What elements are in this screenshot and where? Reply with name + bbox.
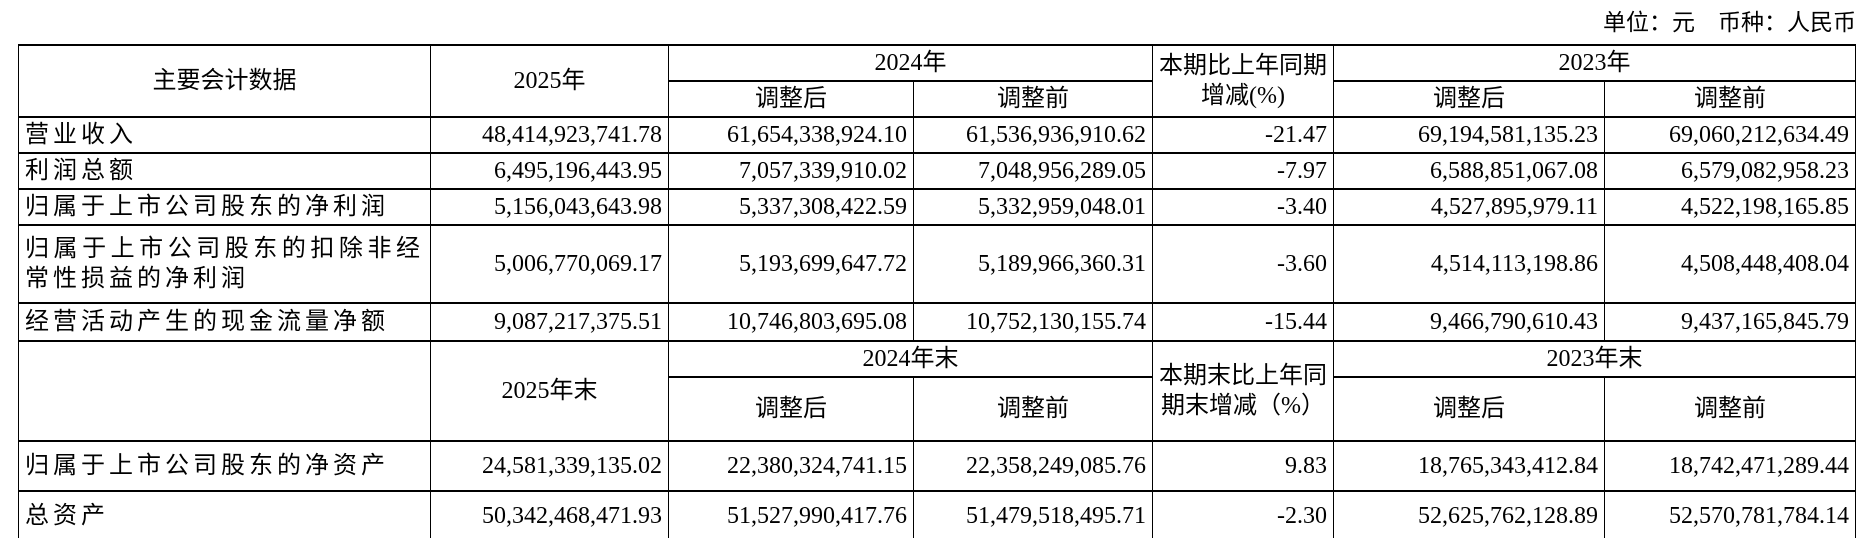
cell-2023-pre: 9,437,165,845.79 — [1604, 301, 1856, 342]
cell-2023-adj: 4,527,895,979.11 — [1333, 187, 1605, 226]
cell-2024-end-pre: 22,358,249,085.76 — [913, 439, 1153, 492]
table-row-net-assets: 归属于上市公司股东的净资产 24,581,339,135.02 22,380,3… — [18, 439, 1856, 492]
cell-2023-adj: 6,588,851,067.08 — [1333, 151, 1605, 190]
header-2024-adjusted-before: 调整前 — [913, 79, 1153, 118]
header-2023-end-adjusted-after: 调整后 — [1333, 375, 1605, 442]
cell-2025: 5,156,043,643.98 — [430, 187, 669, 226]
header-2023-end: 2023年末 — [1333, 339, 1856, 378]
cell-2023-pre: 69,060,212,634.49 — [1604, 115, 1856, 154]
row-label: 营业收入 — [18, 115, 431, 154]
table-row-net-profit-excl-nonrecurring: 归属于上市公司股东的扣除非经常性损益的净利润 5,006,770,069.17 … — [18, 223, 1856, 304]
cell-change: -15.44 — [1152, 301, 1334, 342]
cell-end-change: -2.30 — [1152, 489, 1334, 538]
header-2024: 2024年 — [668, 43, 1153, 82]
table-row-net-profit: 归属于上市公司股东的净利润 5,156,043,643.98 5,337,308… — [18, 187, 1856, 226]
cell-2023-end-adj: 18,765,343,412.84 — [1333, 439, 1605, 492]
cell-2023-end-pre: 18,742,471,289.44 — [1604, 439, 1856, 492]
key-accounting-data-table: 主要会计数据 2025年 2024年 本期比上年同期增减(%) 2023年 调整… — [18, 43, 1856, 538]
period-end-header-row-2: 调整后 调整前 调整后 调整前 — [19, 375, 1856, 442]
header-main-label: 主要会计数据 — [18, 43, 431, 118]
row-label: 归属于上市公司股东的净资产 — [18, 439, 431, 492]
cell-2025-end: 24,581,339,135.02 — [430, 439, 669, 492]
cell-change: -21.47 — [1152, 115, 1334, 154]
cell-2024-pre: 5,332,959,048.01 — [913, 187, 1153, 226]
row-label: 经营活动产生的现金流量净额 — [18, 301, 431, 342]
cell-2025: 5,006,770,069.17 — [430, 223, 669, 304]
cell-2023-pre: 4,522,198,165.85 — [1604, 187, 1856, 226]
row-label: 归属于上市公司股东的净利润 — [18, 187, 431, 226]
cell-2023-adj: 69,194,581,135.23 — [1333, 115, 1605, 154]
cell-2024-adj: 7,057,339,910.02 — [668, 151, 914, 190]
cell-2025-end: 50,342,468,471.93 — [430, 489, 669, 538]
cell-2023-end-adj: 52,625,762,128.89 — [1333, 489, 1605, 538]
header-2024-end: 2024年末 — [668, 339, 1153, 378]
table-row-revenue: 营业收入 48,414,923,741.78 61,654,338,924.10… — [18, 115, 1856, 154]
header-blank — [18, 339, 431, 442]
table-row-operating-cash-flow: 经营活动产生的现金流量净额 9,087,217,375.51 10,746,80… — [18, 301, 1856, 342]
cell-change: -7.97 — [1152, 151, 1334, 190]
cell-2024-end-pre: 51,479,518,495.71 — [913, 489, 1153, 538]
cell-2023-adj: 4,514,113,198.86 — [1333, 223, 1605, 304]
header-2025-end: 2025年末 — [430, 339, 669, 442]
row-label: 归属于上市公司股东的扣除非经常性损益的净利润 — [18, 223, 431, 304]
cell-2023-pre: 4,508,448,408.04 — [1604, 223, 1856, 304]
cell-2024-pre: 5,189,966,360.31 — [913, 223, 1153, 304]
header-2024-end-adjusted-before: 调整前 — [913, 375, 1153, 442]
period-end-header-row-1: 2025年末 2024年末 本期末比上年同期末增减（%） 2023年末 — [18, 339, 1856, 442]
cell-2024-adj: 61,654,338,924.10 — [668, 115, 914, 154]
cell-2023-adj: 9,466,790,610.43 — [1333, 301, 1605, 342]
unit-currency-note: 单位：元 币种：人民币 — [1603, 10, 1856, 35]
row-label: 利润总额 — [18, 151, 431, 190]
header-2023-adjusted-before: 调整前 — [1604, 79, 1856, 118]
header-period-change: 本期比上年同期增减(%) — [1152, 43, 1334, 118]
header-2023: 2023年 — [1333, 43, 1856, 82]
period-header-row-1: 主要会计数据 2025年 2024年 本期比上年同期增减(%) 2023年 — [18, 43, 1856, 118]
cell-change: -3.40 — [1152, 187, 1334, 226]
cell-2023-end-pre: 52,570,781,784.14 — [1604, 489, 1856, 538]
header-period-end-change: 本期末比上年同期末增减（%） — [1152, 339, 1334, 442]
header-2025: 2025年 — [430, 43, 669, 118]
cell-2025: 48,414,923,741.78 — [430, 115, 669, 154]
cell-2024-end-adj: 51,527,990,417.76 — [668, 489, 914, 538]
cell-2025: 9,087,217,375.51 — [430, 301, 669, 342]
cell-2024-pre: 61,536,936,910.62 — [913, 115, 1153, 154]
cell-2024-pre: 7,048,956,289.05 — [913, 151, 1153, 190]
row-label: 总资产 — [18, 489, 431, 538]
cell-change: -3.60 — [1152, 223, 1334, 304]
header-2023-end-adjusted-before: 调整前 — [1604, 375, 1856, 442]
period-header-row-2: 调整后 调整前 调整后 调整前 — [19, 79, 1856, 118]
header-2023-adjusted-after: 调整后 — [1333, 79, 1605, 118]
cell-2024-adj: 5,337,308,422.59 — [668, 187, 914, 226]
cell-2024-adj: 10,746,803,695.08 — [668, 301, 914, 342]
table-row-total-profit: 利润总额 6,495,196,443.95 7,057,339,910.02 7… — [18, 151, 1856, 190]
header-2024-adjusted-after: 调整后 — [668, 79, 914, 118]
table-row-total-assets: 总资产 50,342,468,471.93 51,527,990,417.76 … — [18, 489, 1856, 538]
cell-2023-pre: 6,579,082,958.23 — [1604, 151, 1856, 190]
cell-2024-end-adj: 22,380,324,741.15 — [668, 439, 914, 492]
header-2024-end-adjusted-after: 调整后 — [668, 375, 914, 442]
cell-2024-adj: 5,193,699,647.72 — [668, 223, 914, 304]
cell-2024-pre: 10,752,130,155.74 — [913, 301, 1153, 342]
cell-2025: 6,495,196,443.95 — [430, 151, 669, 190]
cell-end-change: 9.83 — [1152, 439, 1334, 492]
